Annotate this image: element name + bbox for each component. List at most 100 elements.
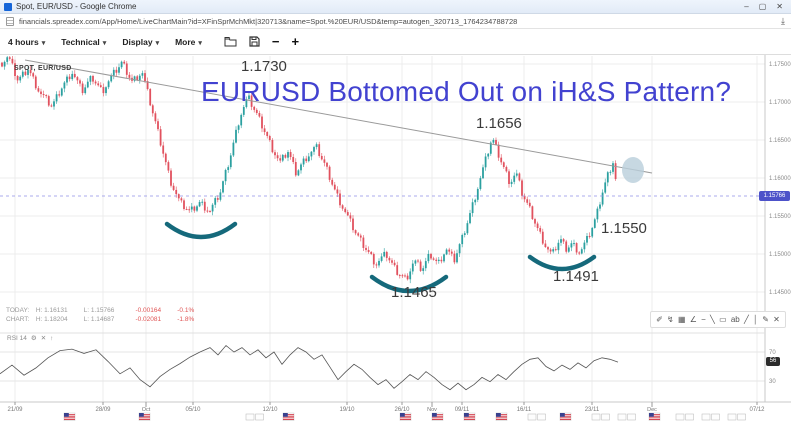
time-tick-label: 16/11: [517, 407, 532, 413]
candle-body: [196, 206, 198, 211]
close-icon[interactable]: ✕: [40, 335, 47, 342]
candle-body: [19, 76, 22, 81]
candle-body: [164, 153, 167, 163]
time-tick-label: 09/11: [455, 407, 470, 413]
candle-body: [599, 204, 601, 209]
legend-low: L: 1.14687: [83, 316, 115, 323]
zoom-in-button[interactable]: +: [291, 33, 300, 49]
candle-body: [430, 253, 432, 259]
candle-body: [315, 144, 318, 148]
candle-body: [396, 265, 399, 275]
candle-body: [16, 75, 19, 81]
candle-body: [123, 61, 126, 64]
event-flag-placeholder[interactable]: [245, 413, 255, 421]
shoulder-arc[interactable]: [164, 221, 238, 240]
tool-horizontal-line-icon[interactable]: −: [701, 315, 706, 324]
event-flag-placeholder[interactable]: [727, 413, 737, 421]
candle-body: [450, 251, 453, 254]
event-flag-placeholder[interactable]: [617, 413, 627, 421]
candle-body: [146, 81, 149, 90]
zoom-out-button[interactable]: −: [271, 33, 280, 49]
address-url[interactable]: financials.spreadex.com/App/Home/LiveCha…: [19, 16, 518, 26]
event-flag-placeholder[interactable]: [527, 413, 537, 421]
gear-icon[interactable]: ⚙: [30, 335, 37, 342]
tool-pencil-icon[interactable]: ✎: [762, 315, 769, 324]
arrow-up-icon[interactable]: ↑: [50, 334, 54, 342]
price-chart-canvas[interactable]: 70 30 1.17500 1.17000 1.16500 1.16000 1.15500 1…: [0, 55, 791, 424]
tool-draw-icon[interactable]: ✐: [656, 315, 663, 324]
resistance-trendline[interactable]: [24, 59, 653, 174]
event-flag-placeholder[interactable]: [711, 413, 720, 421]
us-flag-icon[interactable]: [63, 412, 76, 421]
event-flag-placeholder[interactable]: [675, 413, 685, 421]
candle-body: [292, 157, 295, 163]
us-flag-icon[interactable]: [399, 412, 412, 421]
event-flag-placeholder[interactable]: [591, 413, 601, 421]
candle-body: [409, 271, 412, 280]
candle-body: [302, 158, 305, 165]
candle-body: [8, 57, 11, 59]
close-button[interactable]: ✕: [776, 1, 783, 11]
legend-low: L: 1.15766: [83, 307, 115, 314]
candle-body: [541, 231, 544, 244]
candle-body: [92, 76, 94, 82]
tool-trendline-icon[interactable]: ╲: [710, 315, 715, 324]
candle-body: [175, 189, 178, 195]
event-flag-placeholder[interactable]: [255, 413, 264, 421]
candle-body: [297, 170, 300, 176]
chart-area[interactable]: 70 30 1.17500 1.17000 1.16500 1.16000 1.15500 1…: [0, 55, 791, 424]
technical-dropdown[interactable]: Technical ▾: [61, 36, 107, 47]
us-flag-icon[interactable]: [463, 412, 476, 421]
save-icon[interactable]: [249, 36, 260, 47]
price-axis-label: 1.14500: [769, 290, 791, 296]
minimize-button[interactable]: –: [744, 1, 749, 11]
candle-body: [349, 215, 352, 219]
candle-body: [531, 206, 534, 220]
open-folder-icon[interactable]: [224, 36, 237, 47]
us-flag-icon[interactable]: [431, 412, 444, 421]
candle-body: [560, 239, 562, 243]
us-flag-icon[interactable]: [559, 412, 572, 421]
tool-angle-icon[interactable]: ∠: [689, 315, 697, 324]
candle-body: [211, 204, 214, 212]
candle-body: [120, 61, 123, 68]
candle-body: [159, 129, 162, 146]
candle-body: [586, 235, 588, 243]
event-flag-placeholder[interactable]: [537, 413, 546, 421]
event-flag-placeholder[interactable]: [627, 413, 636, 421]
event-flag-placeholder[interactable]: [737, 413, 746, 421]
event-flag-placeholder[interactable]: [701, 413, 711, 421]
candle-body: [89, 76, 92, 82]
candle-body: [136, 76, 139, 81]
tool-text-icon[interactable]: ab: [730, 315, 740, 324]
tool-rectangle-icon[interactable]: ▭: [719, 315, 727, 324]
us-flag-icon[interactable]: [495, 412, 508, 421]
us-flag-icon[interactable]: [138, 412, 151, 421]
candle-body: [570, 243, 573, 248]
candle-body: [219, 192, 222, 200]
display-dropdown[interactable]: Display ▾: [122, 36, 160, 47]
candle-body: [248, 95, 250, 100]
candle-body: [81, 83, 84, 94]
timeframe-dropdown[interactable]: 4 hours ▾: [8, 36, 46, 47]
candle-body: [232, 142, 235, 156]
candle-body: [287, 152, 289, 158]
shoulder-arc[interactable]: [527, 254, 597, 272]
us-flag-icon[interactable]: [282, 412, 295, 421]
head-arc[interactable]: [369, 274, 449, 294]
candle-body: [497, 144, 500, 158]
breakout-highlight-ellipse[interactable]: [622, 157, 644, 183]
us-flag-icon[interactable]: [648, 412, 661, 421]
maximize-button[interactable]: ▢: [758, 1, 767, 11]
tool-polyline-icon[interactable]: ↯: [667, 315, 674, 324]
event-flag-placeholder[interactable]: [685, 413, 694, 421]
tool-ray-icon[interactable]: ╱: [743, 315, 749, 324]
site-info-icon[interactable]: [6, 16, 14, 26]
tool-fibonacci-icon[interactable]: ▦: [677, 315, 686, 324]
event-flag-placeholder[interactable]: [601, 413, 610, 421]
chevron-down-icon: ▾: [198, 39, 202, 47]
more-dropdown[interactable]: More ▾: [175, 36, 202, 47]
download-icon[interactable]: ⤓: [781, 15, 785, 26]
tool-close-icon[interactable]: ✕: [773, 315, 780, 324]
candle-body: [279, 158, 282, 161]
